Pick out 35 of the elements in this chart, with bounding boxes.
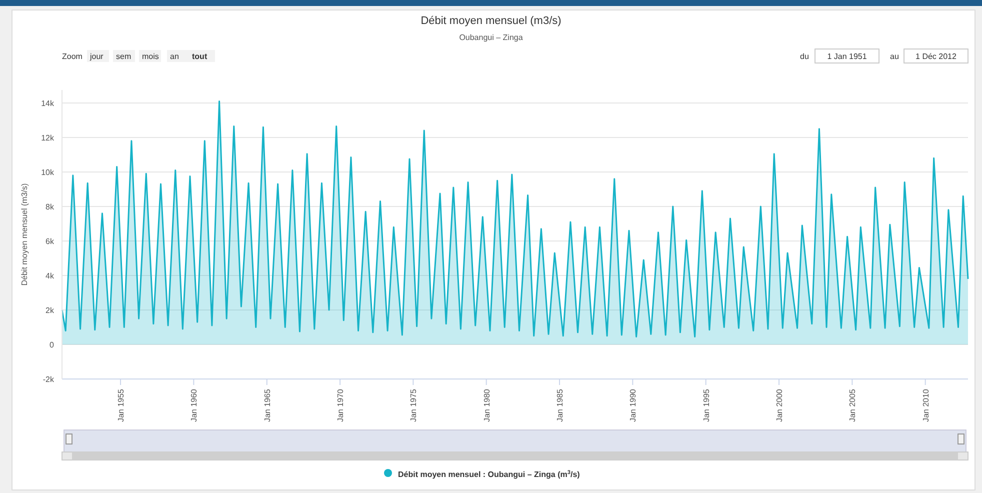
x-tick-label: Jan 1970 bbox=[336, 388, 346, 422]
text: sem bbox=[116, 52, 132, 61]
y-tick-label: 14k bbox=[41, 98, 55, 108]
x-tick-label: Jan 1955 bbox=[116, 388, 126, 422]
text: tout bbox=[192, 52, 208, 61]
x-tick-label: Jan 2010 bbox=[921, 388, 930, 422]
x-tick-label: Jan 1980 bbox=[482, 388, 492, 422]
y-tick-label: 12k bbox=[41, 133, 55, 142]
y-tick-label: 0 bbox=[50, 340, 55, 350]
y-tick-label: 6k bbox=[46, 236, 55, 246]
y-tick-label: 2k bbox=[46, 306, 55, 315]
text: au bbox=[890, 52, 899, 61]
x-tick-label: Jan 1960 bbox=[190, 388, 199, 422]
text: 1 Jan 1951 bbox=[827, 52, 868, 61]
text: Zoom bbox=[62, 52, 83, 61]
text: mois bbox=[142, 52, 159, 61]
y-tick-label: -2k bbox=[42, 375, 55, 384]
text: jour bbox=[89, 52, 104, 61]
x-tick-label: Jan 1995 bbox=[702, 388, 711, 422]
legend-label: Débit moyen mensuel : Oubangui – Zinga (m$^{3}$/s) bbox=[398, 470, 580, 479]
x-tick-label: Jan 1965 bbox=[262, 388, 272, 422]
chart-title: Débit moyen mensuel (m3/s) bbox=[420, 15, 562, 27]
y-tick-label: 10k bbox=[41, 168, 55, 177]
y-tick-label: 4k bbox=[46, 271, 55, 280]
x-tick-label: Jan 1985 bbox=[556, 388, 565, 422]
y-axis-title: Débit moyen mensuel (m3/s) bbox=[20, 183, 29, 286]
x-tick-label: Jan 1975 bbox=[409, 388, 418, 422]
x-tick-label: Jan 1990 bbox=[628, 388, 638, 422]
y-tick-label: 8k bbox=[46, 202, 55, 212]
x-tick-label: Jan 2000 bbox=[774, 388, 784, 422]
text: du bbox=[800, 52, 809, 61]
chart-subtitle: Oubangui – Zinga bbox=[459, 33, 524, 42]
text: 1 Déc 2012 bbox=[916, 52, 958, 61]
text: an bbox=[170, 52, 179, 61]
x-tick-label: Jan 2005 bbox=[848, 388, 858, 422]
